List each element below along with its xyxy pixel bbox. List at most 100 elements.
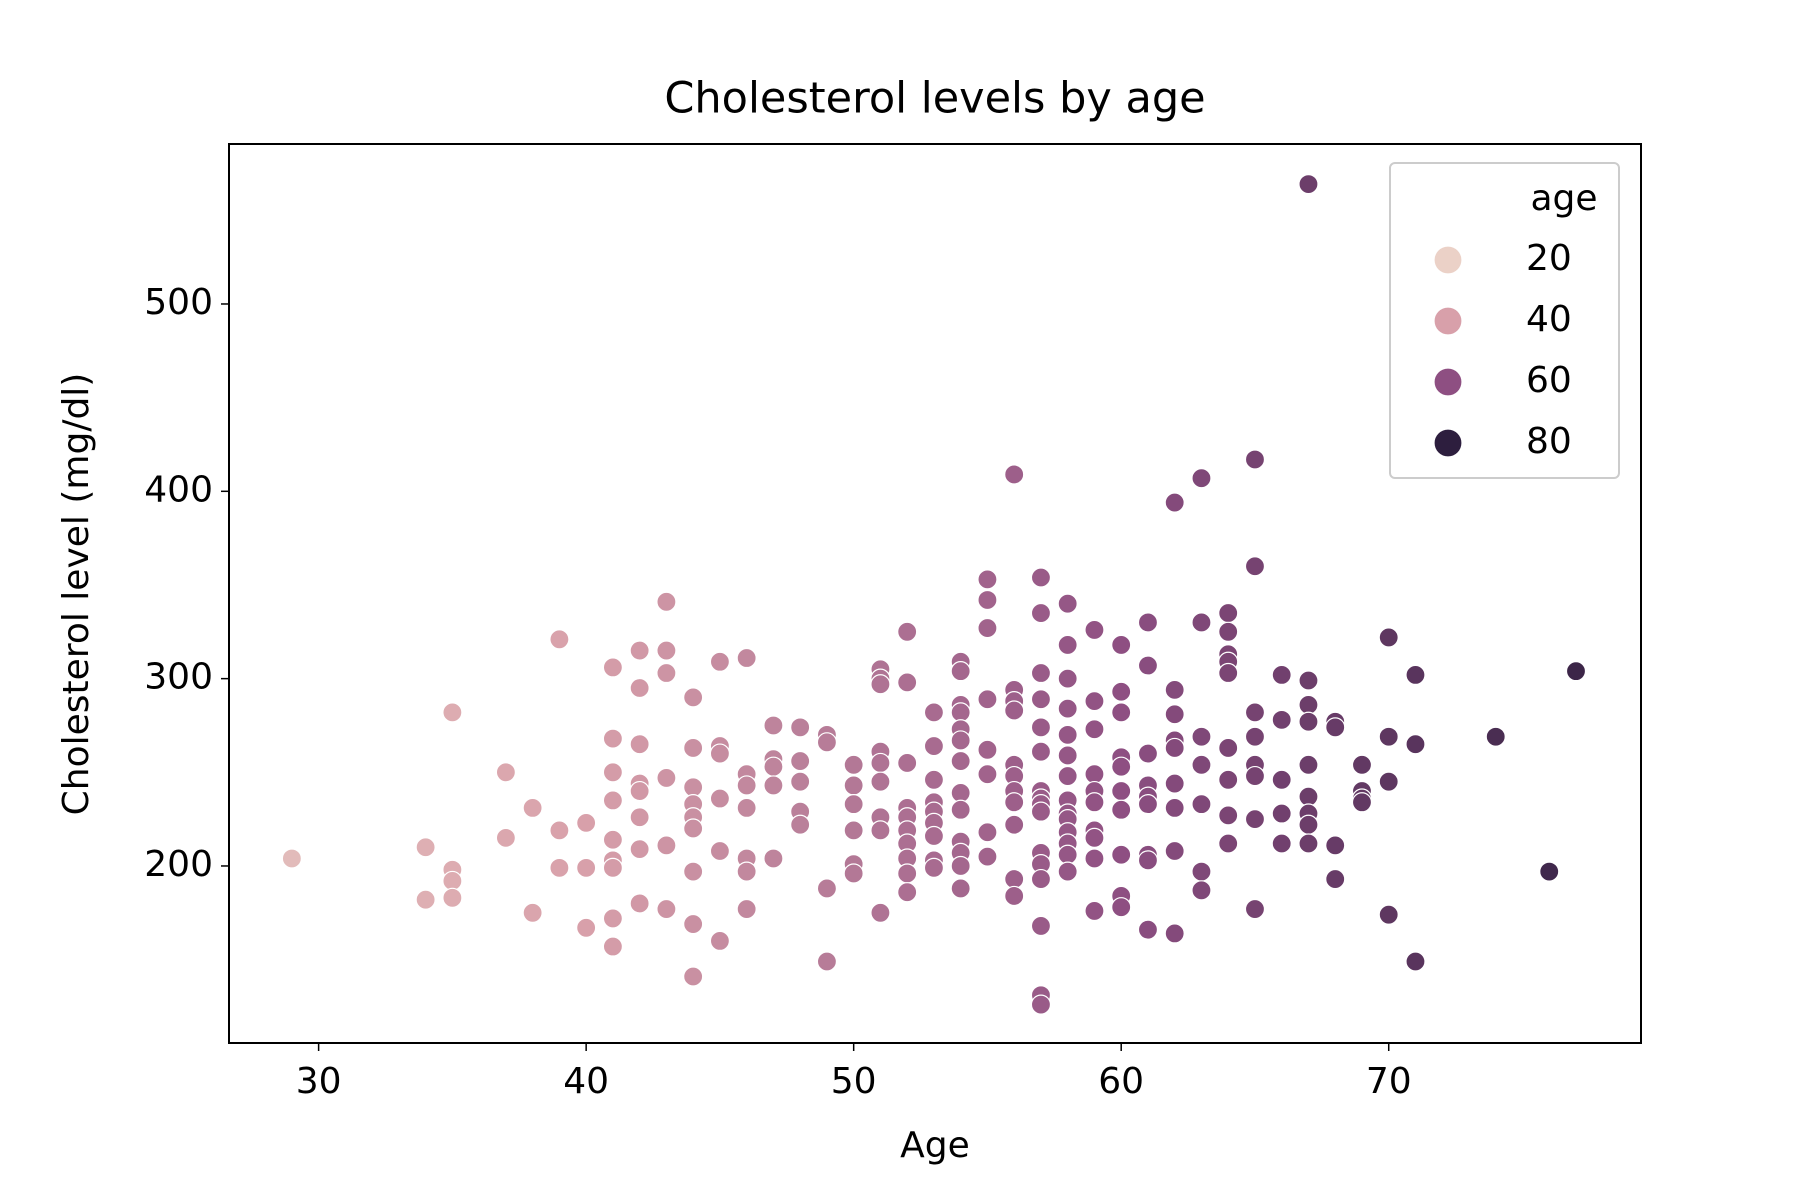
point <box>709 840 731 862</box>
point <box>950 799 971 820</box>
point <box>763 775 784 796</box>
point <box>816 732 838 753</box>
point <box>442 702 463 723</box>
point <box>1030 717 1052 738</box>
point <box>1111 634 1132 656</box>
point <box>1137 743 1159 764</box>
point <box>629 807 650 828</box>
point <box>1271 833 1292 854</box>
point <box>629 640 650 661</box>
point <box>415 837 436 858</box>
point <box>1084 691 1105 712</box>
point <box>816 951 838 972</box>
point <box>1030 689 1052 710</box>
point <box>1111 780 1132 802</box>
point <box>1057 745 1078 766</box>
point <box>1378 627 1399 648</box>
point <box>1030 602 1052 624</box>
point <box>843 863 864 884</box>
point <box>683 966 704 987</box>
points <box>281 173 1587 1015</box>
point <box>656 767 677 789</box>
point <box>1298 711 1319 732</box>
y-tick-label: 200 <box>144 844 213 885</box>
point <box>977 822 998 843</box>
point <box>897 863 918 884</box>
point <box>1111 756 1132 777</box>
point <box>602 790 623 811</box>
x-tick-label: 40 <box>563 1061 609 1102</box>
y-tick-label: 300 <box>144 657 213 698</box>
point <box>656 662 677 684</box>
point <box>1191 612 1212 633</box>
point <box>897 752 918 774</box>
point <box>977 589 998 611</box>
point <box>683 913 704 935</box>
point <box>870 752 891 774</box>
point <box>977 689 998 710</box>
point <box>1218 737 1239 759</box>
point <box>1030 741 1052 762</box>
point <box>1351 792 1373 813</box>
point <box>1325 717 1346 738</box>
point <box>1298 754 1319 775</box>
point <box>1298 833 1319 854</box>
point <box>1030 994 1052 1015</box>
point <box>1244 726 1266 747</box>
point <box>923 735 945 757</box>
point <box>843 775 864 796</box>
y-axis-label: Cholesterol level (mg/dl) <box>56 373 97 816</box>
point <box>1057 668 1078 689</box>
point <box>1164 773 1185 794</box>
point <box>950 750 971 772</box>
y-tick-label: 500 <box>144 282 213 323</box>
point <box>1030 868 1052 890</box>
point <box>1164 704 1185 725</box>
x-tick-label: 60 <box>1098 1061 1144 1102</box>
point <box>763 715 784 736</box>
legend-box <box>1389 162 1620 479</box>
point <box>495 827 516 848</box>
point <box>522 902 543 923</box>
point <box>656 898 677 920</box>
point <box>1084 719 1105 740</box>
point <box>602 829 623 850</box>
point <box>1164 840 1185 862</box>
point <box>1378 904 1399 925</box>
point <box>923 857 945 878</box>
point <box>629 677 650 699</box>
point <box>763 756 784 777</box>
legend-label: 80 <box>1526 421 1572 462</box>
point <box>790 750 811 772</box>
point <box>950 730 971 751</box>
point <box>1218 602 1239 624</box>
point <box>1191 468 1212 489</box>
point <box>843 820 864 841</box>
point <box>1244 556 1266 577</box>
point <box>736 898 757 920</box>
point <box>1137 655 1159 676</box>
point <box>923 702 945 723</box>
point <box>1004 464 1025 485</box>
point <box>1244 898 1266 920</box>
point <box>1164 492 1185 513</box>
point <box>1271 709 1292 730</box>
point <box>870 902 891 923</box>
point <box>1004 700 1025 721</box>
point <box>656 640 677 661</box>
point <box>1057 698 1078 719</box>
point <box>683 861 704 882</box>
point <box>1378 771 1399 792</box>
point <box>1084 619 1105 641</box>
point <box>870 771 891 792</box>
point <box>897 672 918 693</box>
point <box>1004 792 1025 813</box>
point <box>1218 662 1239 684</box>
point <box>1298 786 1319 807</box>
point <box>843 794 864 815</box>
point <box>415 889 436 910</box>
point <box>1084 764 1105 785</box>
point <box>1004 814 1025 835</box>
legend-label: 40 <box>1526 299 1572 340</box>
point <box>656 835 677 856</box>
